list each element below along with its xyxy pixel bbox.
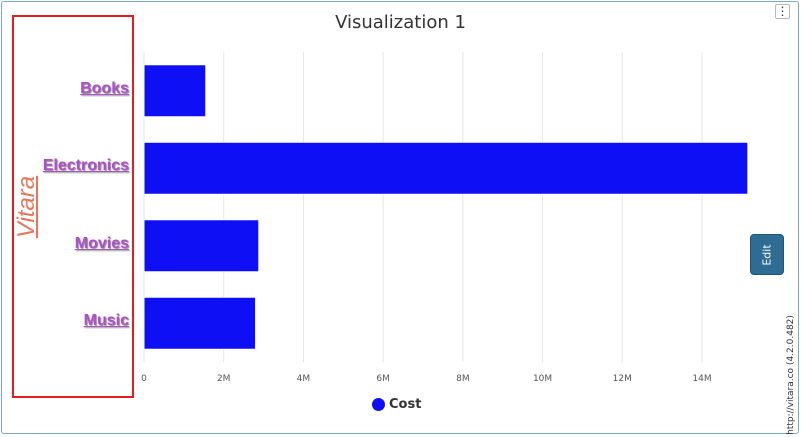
- bars: [143, 64, 749, 350]
- more-options-icon[interactable]: ⋮: [775, 4, 790, 19]
- category-label-electronics[interactable]: Electronics: [42, 157, 129, 175]
- x-tick-label: 4M: [297, 374, 311, 384]
- version-label: (4.2.0.482): [786, 315, 796, 366]
- edit-button[interactable]: Edit: [750, 234, 784, 275]
- vitara-credit: http://vitara.co (4.2.0.482): [786, 315, 796, 435]
- x-tick-label: 6M: [376, 374, 390, 384]
- legend[interactable]: Cost: [372, 397, 421, 412]
- category-label-books[interactable]: Books: [80, 79, 129, 97]
- category-label-music[interactable]: Music: [83, 312, 129, 330]
- x-tick-label: 2M: [217, 374, 231, 384]
- x-tick-label: 10M: [533, 374, 552, 384]
- edit-button-label: Edit: [760, 243, 774, 266]
- x-tick-label: 14M: [692, 374, 711, 384]
- bar-electronics[interactable]: [143, 141, 749, 195]
- legend-swatch-cost: [372, 398, 385, 411]
- x-tick-label: 12M: [613, 374, 632, 384]
- x-axis-ticks: 0 2M 4M 6M 8M 10M 12M 14M: [141, 374, 711, 384]
- category-highlight-box: [12, 15, 134, 398]
- legend-label-cost: Cost: [389, 397, 422, 412]
- bar-movies[interactable]: [143, 219, 260, 273]
- bar-music[interactable]: [143, 296, 257, 350]
- category-label-movies[interactable]: Movies: [74, 234, 129, 252]
- x-tick-label: 0: [141, 374, 147, 384]
- chart-title: Visualization 1: [335, 12, 466, 33]
- bar-books[interactable]: [143, 64, 207, 118]
- vitara-link[interactable]: http://vitara.co: [786, 367, 796, 435]
- x-tick-label: 8M: [456, 374, 470, 384]
